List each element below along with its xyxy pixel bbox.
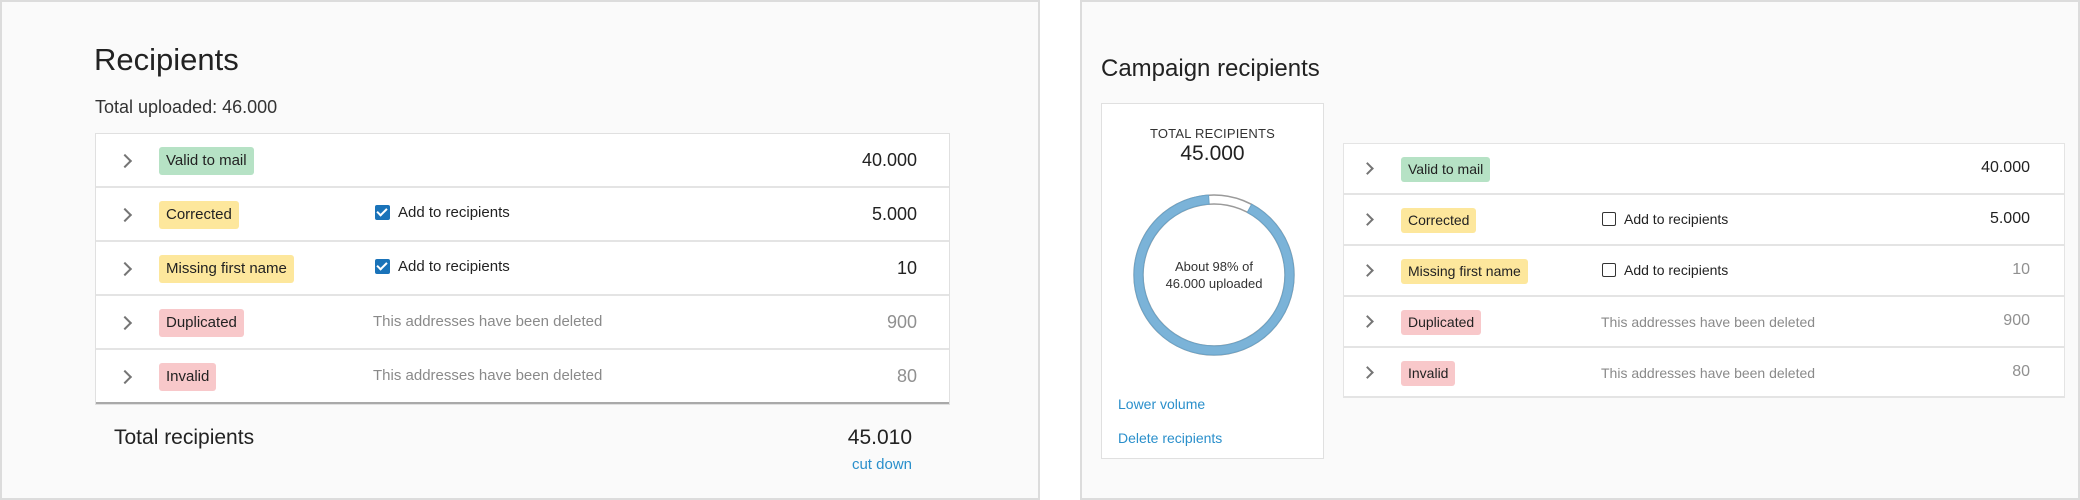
chevron-right-icon[interactable]: [1361, 162, 1374, 175]
row-count: 40.000: [1981, 159, 2030, 176]
status-badge-missing-first-name: Missing first name: [1401, 259, 1528, 284]
recipients-table: Valid to mail 40.000 Corrected Add to re…: [95, 133, 950, 405]
checkbox-checked-icon[interactable]: [375, 205, 390, 220]
delete-recipients-link[interactable]: Delete recipients: [1118, 430, 1223, 446]
row-count: 40.000: [861, 150, 917, 170]
total-uploaded: Total uploaded: 46.000: [95, 97, 278, 117]
campaign-recipients-panel: Campaign recipients TOTAL RECIPIENTS 45.…: [1080, 0, 2080, 500]
row-count: 900: [2003, 312, 2030, 329]
row-count: 10: [896, 258, 917, 278]
row-corrected[interactable]: Corrected Add to recipients 5.000: [96, 188, 949, 242]
total-recipients-label: Total recipients: [114, 426, 255, 449]
row-valid[interactable]: Valid to mail 40.000: [1344, 144, 2064, 195]
chevron-right-icon[interactable]: [117, 207, 133, 223]
status-badge-valid: Valid to mail: [159, 147, 254, 175]
row-count: 80: [2012, 363, 2030, 380]
chevron-right-icon[interactable]: [1361, 213, 1374, 226]
row-corrected[interactable]: Corrected Add to recipients 5.000: [1344, 195, 2064, 246]
row-count: 80: [896, 366, 917, 386]
status-badge-duplicated: Duplicated: [159, 309, 244, 337]
checkbox-label: Add to recipients: [398, 204, 510, 221]
donut-caption-line1: About 98% of: [1174, 259, 1254, 274]
row-note: This addresses have been deleted: [1601, 314, 1816, 330]
status-badge-corrected: Corrected: [159, 201, 239, 229]
row-count: 5.000: [871, 204, 917, 224]
row-count: 900: [886, 312, 917, 332]
lower-volume-link[interactable]: Lower volume: [1118, 396, 1206, 412]
add-to-recipients-checkbox[interactable]: Add to recipients: [1602, 211, 1728, 227]
row-missing-first-name[interactable]: Missing first name Add to recipients 10: [96, 242, 949, 296]
donut-caption-line2: 46.000 uploaded: [1165, 276, 1263, 291]
campaign-recipients-table: Valid to mail 40.000 Corrected Add to re…: [1343, 143, 2065, 398]
status-badge-invalid: Invalid: [159, 363, 217, 391]
donut-uploaded-arc: [1133, 194, 1295, 356]
chevron-right-icon[interactable]: [117, 261, 133, 277]
card-label: TOTAL RECIPIENTS: [1149, 126, 1276, 141]
status-badge-duplicated: Duplicated: [1401, 310, 1482, 335]
row-invalid[interactable]: Invalid This addresses have been deleted…: [1344, 348, 2064, 397]
status-badge-missing-first-name: Missing first name: [159, 255, 294, 283]
status-badge-corrected: Corrected: [1401, 208, 1477, 233]
row-duplicated[interactable]: Duplicated This addresses have been dele…: [1344, 297, 2064, 348]
chevron-right-icon[interactable]: [117, 153, 133, 169]
chevron-right-icon[interactable]: [1361, 315, 1374, 328]
row-count: 5.000: [1989, 210, 2030, 227]
checkbox-label: Add to recipients: [1624, 262, 1729, 278]
cut-down-link[interactable]: cut down: [851, 456, 912, 473]
total-recipients-value: 45.010: [847, 426, 912, 449]
donut-chart: [1133, 194, 1295, 356]
row-count: 10: [2012, 261, 2030, 278]
checkbox-empty-icon[interactable]: [1602, 263, 1616, 277]
recipients-panel: Recipients Total uploaded: 46.000 Valid …: [0, 0, 1040, 500]
total-recipients-card: TOTAL RECIPIENTS 45.000 About 98% of 46.…: [1101, 103, 1324, 459]
chevron-right-icon[interactable]: [1361, 264, 1374, 277]
page-title: Recipients: [94, 42, 239, 77]
status-badge-valid: Valid to mail: [1401, 157, 1491, 182]
row-missing-first-name[interactable]: Missing first name Add to recipients 10: [1344, 246, 2064, 297]
row-invalid[interactable]: Invalid This addresses have been deleted…: [96, 350, 949, 404]
add-to-recipients-checkbox[interactable]: Add to recipients: [375, 258, 510, 275]
chevron-right-icon[interactable]: [117, 315, 133, 331]
row-note: This addresses have been deleted: [1601, 365, 1816, 381]
chevron-right-icon[interactable]: [1361, 366, 1374, 379]
page-title: Campaign recipients: [1101, 55, 1320, 82]
checkbox-label: Add to recipients: [398, 258, 510, 275]
donut-caption: About 98% of 46.000 uploaded: [1124, 185, 1304, 365]
chevron-right-icon[interactable]: [117, 369, 133, 385]
row-duplicated[interactable]: Duplicated This addresses have been dele…: [96, 296, 949, 350]
status-badge-invalid: Invalid: [1401, 361, 1456, 386]
row-note: This addresses have been deleted: [373, 367, 603, 384]
add-to-recipients-checkbox[interactable]: Add to recipients: [375, 204, 510, 221]
add-to-recipients-checkbox[interactable]: Add to recipients: [1602, 262, 1728, 278]
row-note: This addresses have been deleted: [373, 313, 603, 330]
checkbox-label: Add to recipients: [1624, 211, 1729, 227]
row-valid[interactable]: Valid to mail 40.000: [96, 134, 949, 188]
card-total: 45.000: [1180, 142, 1245, 165]
checkbox-empty-icon[interactable]: [1602, 212, 1616, 226]
checkbox-checked-icon[interactable]: [375, 259, 390, 274]
